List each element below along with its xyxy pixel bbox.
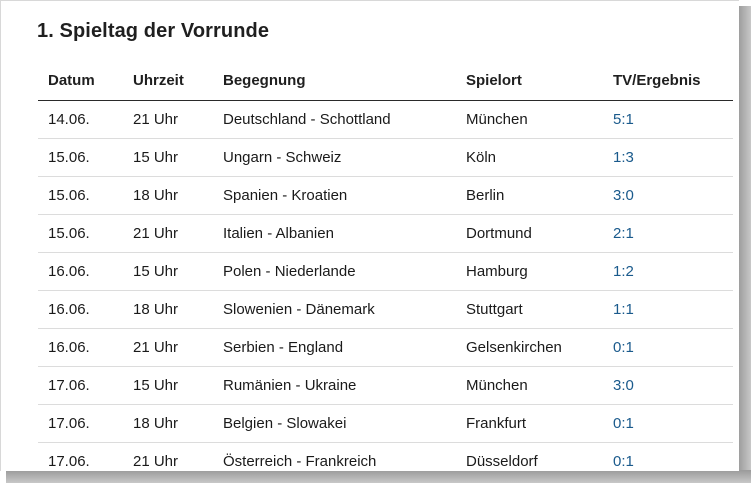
time-cell: 21 Uhr <box>123 100 213 139</box>
table-row: 14.06. 21 Uhr Deutschland - Schottland Münc… <box>38 100 733 139</box>
result-link[interactable]: 1:1 <box>603 290 733 329</box>
venue-cell: Gelsenkirchen <box>456 328 603 367</box>
time-cell: 21 Uhr <box>123 214 213 253</box>
time-cell: 15 Uhr <box>123 252 213 291</box>
venue-cell: München <box>456 100 603 139</box>
result-link[interactable]: 2:1 <box>603 214 733 253</box>
date-cell: 17.06. <box>38 442 123 471</box>
time-cell: 15 Uhr <box>123 366 213 405</box>
header-tv-ergebnis: TV/Ergebnis <box>603 61 733 101</box>
result-link[interactable]: 1:2 <box>603 252 733 291</box>
date-cell: 14.06. <box>38 100 123 139</box>
date-cell: 15.06. <box>38 176 123 215</box>
venue-cell: Düsseldorf <box>456 442 603 471</box>
match-cell: Belgien - Slowakei <box>213 404 456 443</box>
header-spielort: Spielort <box>456 61 603 101</box>
match-cell: Spanien - Kroatien <box>213 176 456 215</box>
result-link[interactable]: 3:0 <box>603 366 733 405</box>
match-cell: Italien - Albanien <box>213 214 456 253</box>
table-header-row: Datum Uhrzeit Begegnung Spielort TV/Erge… <box>38 61 733 101</box>
venue-cell: Frankfurt <box>456 404 603 443</box>
match-cell: Österreich - Frankreich <box>213 442 456 471</box>
match-cell: Slowenien - Dänemark <box>213 290 456 329</box>
venue-cell: Dortmund <box>456 214 603 253</box>
table-row: 15.06. 18 Uhr Spanien - Kroatien Berlin 3:0 <box>38 176 733 215</box>
match-table-body: 14.06. 21 Uhr Deutschland - Schottland Münc… <box>38 100 733 471</box>
venue-cell: München <box>456 366 603 405</box>
time-cell: 18 Uhr <box>123 176 213 215</box>
date-cell: 16.06. <box>38 252 123 291</box>
page-title: 1. Spieltag der Vorrunde <box>37 20 270 42</box>
table-row: 15.06. 15 Uhr Ungarn - Schweiz Köln 1:3 <box>38 138 733 177</box>
date-cell: 15.06. <box>38 138 123 177</box>
table-row: 16.06. 21 Uhr Serbien - England Gelsenkirch… <box>38 328 733 367</box>
match-cell: Ungarn - Schweiz <box>213 138 456 177</box>
time-cell: 18 Uhr <box>123 404 213 443</box>
header-datum: Datum <box>38 61 123 101</box>
result-link[interactable]: 3:0 <box>603 176 733 215</box>
date-cell: 15.06. <box>38 214 123 253</box>
table-row: 16.06. 18 Uhr Slowenien - Dänemark Stuttgar… <box>38 290 733 329</box>
header-uhrzeit: Uhrzeit <box>123 61 213 101</box>
match-cell: Rumänien - Ukraine <box>213 366 456 405</box>
result-link[interactable]: 5:1 <box>603 100 733 139</box>
venue-cell: Köln <box>456 138 603 177</box>
table-row: 17.06. 15 Uhr Rumänien - Ukraine München 3:0 <box>38 366 733 405</box>
date-cell: 17.06. <box>38 366 123 405</box>
venue-cell: Hamburg <box>456 252 603 291</box>
venue-cell: Berlin <box>456 176 603 215</box>
schedule-card: 1. Spieltag der Vorrunde Datum Uhrzeit B… <box>0 0 739 471</box>
match-cell: Serbien - England <box>213 328 456 367</box>
time-cell: 21 Uhr <box>123 328 213 367</box>
time-cell: 21 Uhr <box>123 442 213 471</box>
card-shadow-right <box>738 6 751 483</box>
table-row: 16.06. 15 Uhr Polen - Niederlande Hamburg 1:… <box>38 252 733 291</box>
result-link[interactable]: 1:3 <box>603 138 733 177</box>
table-row: 17.06. 21 Uhr Österreich - Frankreich Düsse… <box>38 442 733 471</box>
match-table: Datum Uhrzeit Begegnung Spielort TV/Erge… <box>38 61 733 471</box>
date-cell: 16.06. <box>38 328 123 367</box>
card-shadow-bottom <box>6 470 751 483</box>
header-begegnung: Begegnung <box>213 61 456 101</box>
table-row: 15.06. 21 Uhr Italien - Albanien Dortmund 2:… <box>38 214 733 253</box>
result-link[interactable]: 0:1 <box>603 328 733 367</box>
venue-cell: Stuttgart <box>456 290 603 329</box>
match-cell: Polen - Niederlande <box>213 252 456 291</box>
date-cell: 17.06. <box>38 404 123 443</box>
match-cell: Deutschland - Schottland <box>213 100 456 139</box>
result-link[interactable]: 0:1 <box>603 404 733 443</box>
table-row: 17.06. 18 Uhr Belgien - Slowakei Frankfurt 0… <box>38 404 733 443</box>
time-cell: 15 Uhr <box>123 138 213 177</box>
time-cell: 18 Uhr <box>123 290 213 329</box>
date-cell: 16.06. <box>38 290 123 329</box>
result-link[interactable]: 0:1 <box>603 442 733 471</box>
